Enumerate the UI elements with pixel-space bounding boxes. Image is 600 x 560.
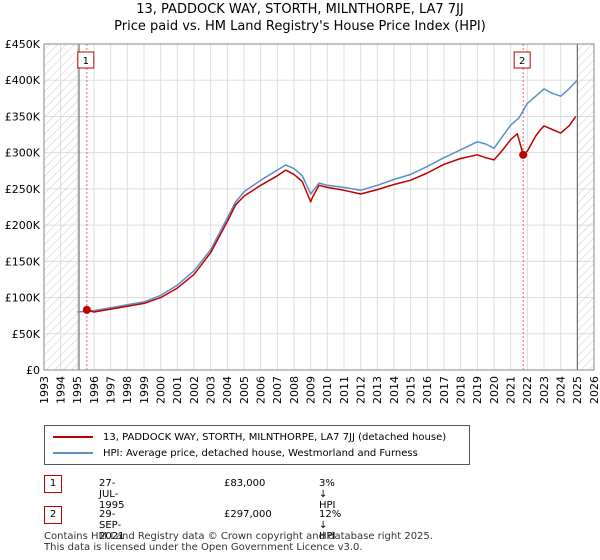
x-tick-label: 2004	[221, 376, 234, 404]
x-tick-label: 2008	[288, 376, 301, 404]
x-tick-label: 2001	[171, 376, 184, 404]
sale-point	[519, 150, 528, 159]
x-tick-label: 2013	[371, 376, 384, 404]
transaction-price: £83,000	[224, 478, 266, 489]
hatched-region	[577, 44, 594, 370]
x-tick-label: 2026	[588, 376, 600, 404]
annotation-box	[77, 51, 95, 69]
series-line-hpi	[77, 79, 578, 313]
transaction-hpi-diff: 12% ↓ HPI	[319, 509, 342, 542]
plot-frame	[43, 43, 595, 371]
x-tick-label: 1999	[138, 376, 151, 404]
transaction-hpi-diff: 3% ↓ HPI	[319, 478, 336, 511]
y-tick-label: £0	[26, 364, 40, 377]
x-tick-label: 2011	[338, 376, 351, 404]
legend-swatch-hpi	[53, 452, 93, 454]
y-tick-label: £450K	[5, 38, 41, 51]
y-tick-label: £300K	[5, 147, 41, 160]
y-tick-label: £100K	[5, 292, 41, 305]
legend-item-property: 13, PADDOCK WAY, STORTH, MILNTHORPE, LA7…	[53, 429, 446, 445]
legend-label-hpi: HPI: Average price, detached house, West…	[103, 447, 418, 459]
x-tick-label: 2018	[455, 376, 468, 404]
x-tick-label: 1998	[121, 376, 134, 404]
x-tick-label: 2012	[355, 376, 368, 404]
x-tick-label: 2002	[188, 376, 201, 404]
x-tick-label: 2010	[321, 376, 334, 404]
x-tick-label: 2025	[571, 376, 584, 404]
annotation-box	[513, 51, 531, 69]
x-tick-label: 2021	[505, 376, 518, 404]
legend-item-hpi: HPI: Average price, detached house, West…	[53, 445, 418, 461]
x-tick-label: 2015	[405, 376, 418, 404]
x-tick-label: 2006	[255, 376, 268, 404]
sale-point	[82, 305, 91, 314]
x-tick-label: 2019	[471, 376, 484, 404]
y-tick-label: £250K	[5, 183, 41, 196]
legend-label-property: 13, PADDOCK WAY, STORTH, MILNTHORPE, LA7…	[103, 431, 447, 443]
transaction-price: £297,000	[224, 509, 272, 520]
x-tick-label: 2016	[421, 376, 434, 404]
y-tick-label: £200K	[5, 219, 41, 232]
legend-swatch-property	[53, 436, 93, 438]
y-tick-label: £150K	[5, 255, 41, 268]
x-tick-label: 1993	[38, 376, 51, 404]
y-tick-label: £400K	[5, 74, 41, 87]
x-tick-label: 1997	[105, 376, 118, 404]
transaction-date: 27-JUL-1995	[99, 478, 125, 511]
series-line-property	[86, 115, 577, 313]
x-tick-label: 2009	[305, 376, 318, 404]
x-tick-label: 2020	[488, 376, 501, 404]
x-tick-label: 1994	[55, 376, 68, 404]
x-tick-label: 2017	[438, 376, 451, 404]
x-tick-label: 2003	[205, 376, 218, 404]
footer-line-copyright: Contains HM Land Registry data © Crown c…	[44, 531, 433, 542]
x-tick-label: 2023	[538, 376, 551, 404]
y-tick-label: £50K	[12, 328, 41, 341]
annotation-label: 2	[519, 56, 525, 67]
chart-title: 13, PADDOCK WAY, STORTH, MILNTHORPE, LA7…	[136, 2, 464, 17]
hatched-region	[44, 44, 79, 370]
annotation-label: 1	[83, 56, 89, 67]
x-tick-label: 2022	[521, 376, 534, 404]
footer-line-licence: This data is licensed under the Open Gov…	[44, 542, 363, 553]
transaction-badge: 1	[44, 475, 62, 493]
x-tick-label: 2014	[388, 376, 401, 404]
x-tick-label: 2007	[271, 376, 284, 404]
x-tick-label: 2024	[555, 376, 568, 404]
x-tick-label: 2000	[155, 376, 168, 404]
chart-subtitle: Price paid vs. HM Land Registry's House …	[114, 19, 486, 34]
footer: Contains HM Land Registry data © Crown c…	[44, 531, 433, 553]
transaction-date: 29-SEP-2021	[99, 509, 125, 542]
legend: 13, PADDOCK WAY, STORTH, MILNTHORPE, LA7…	[44, 425, 470, 465]
price-chart: £0 £50K £100K £150K £200K £250K £300K £350K £400…	[5, 38, 600, 404]
x-tick-label: 2005	[238, 376, 251, 404]
transaction-badge: 2	[44, 506, 62, 524]
y-tick-label: £350K	[5, 110, 41, 123]
plot-area	[44, 44, 594, 370]
x-tick-label: 1996	[88, 376, 101, 404]
x-tick-label: 1995	[71, 376, 84, 404]
